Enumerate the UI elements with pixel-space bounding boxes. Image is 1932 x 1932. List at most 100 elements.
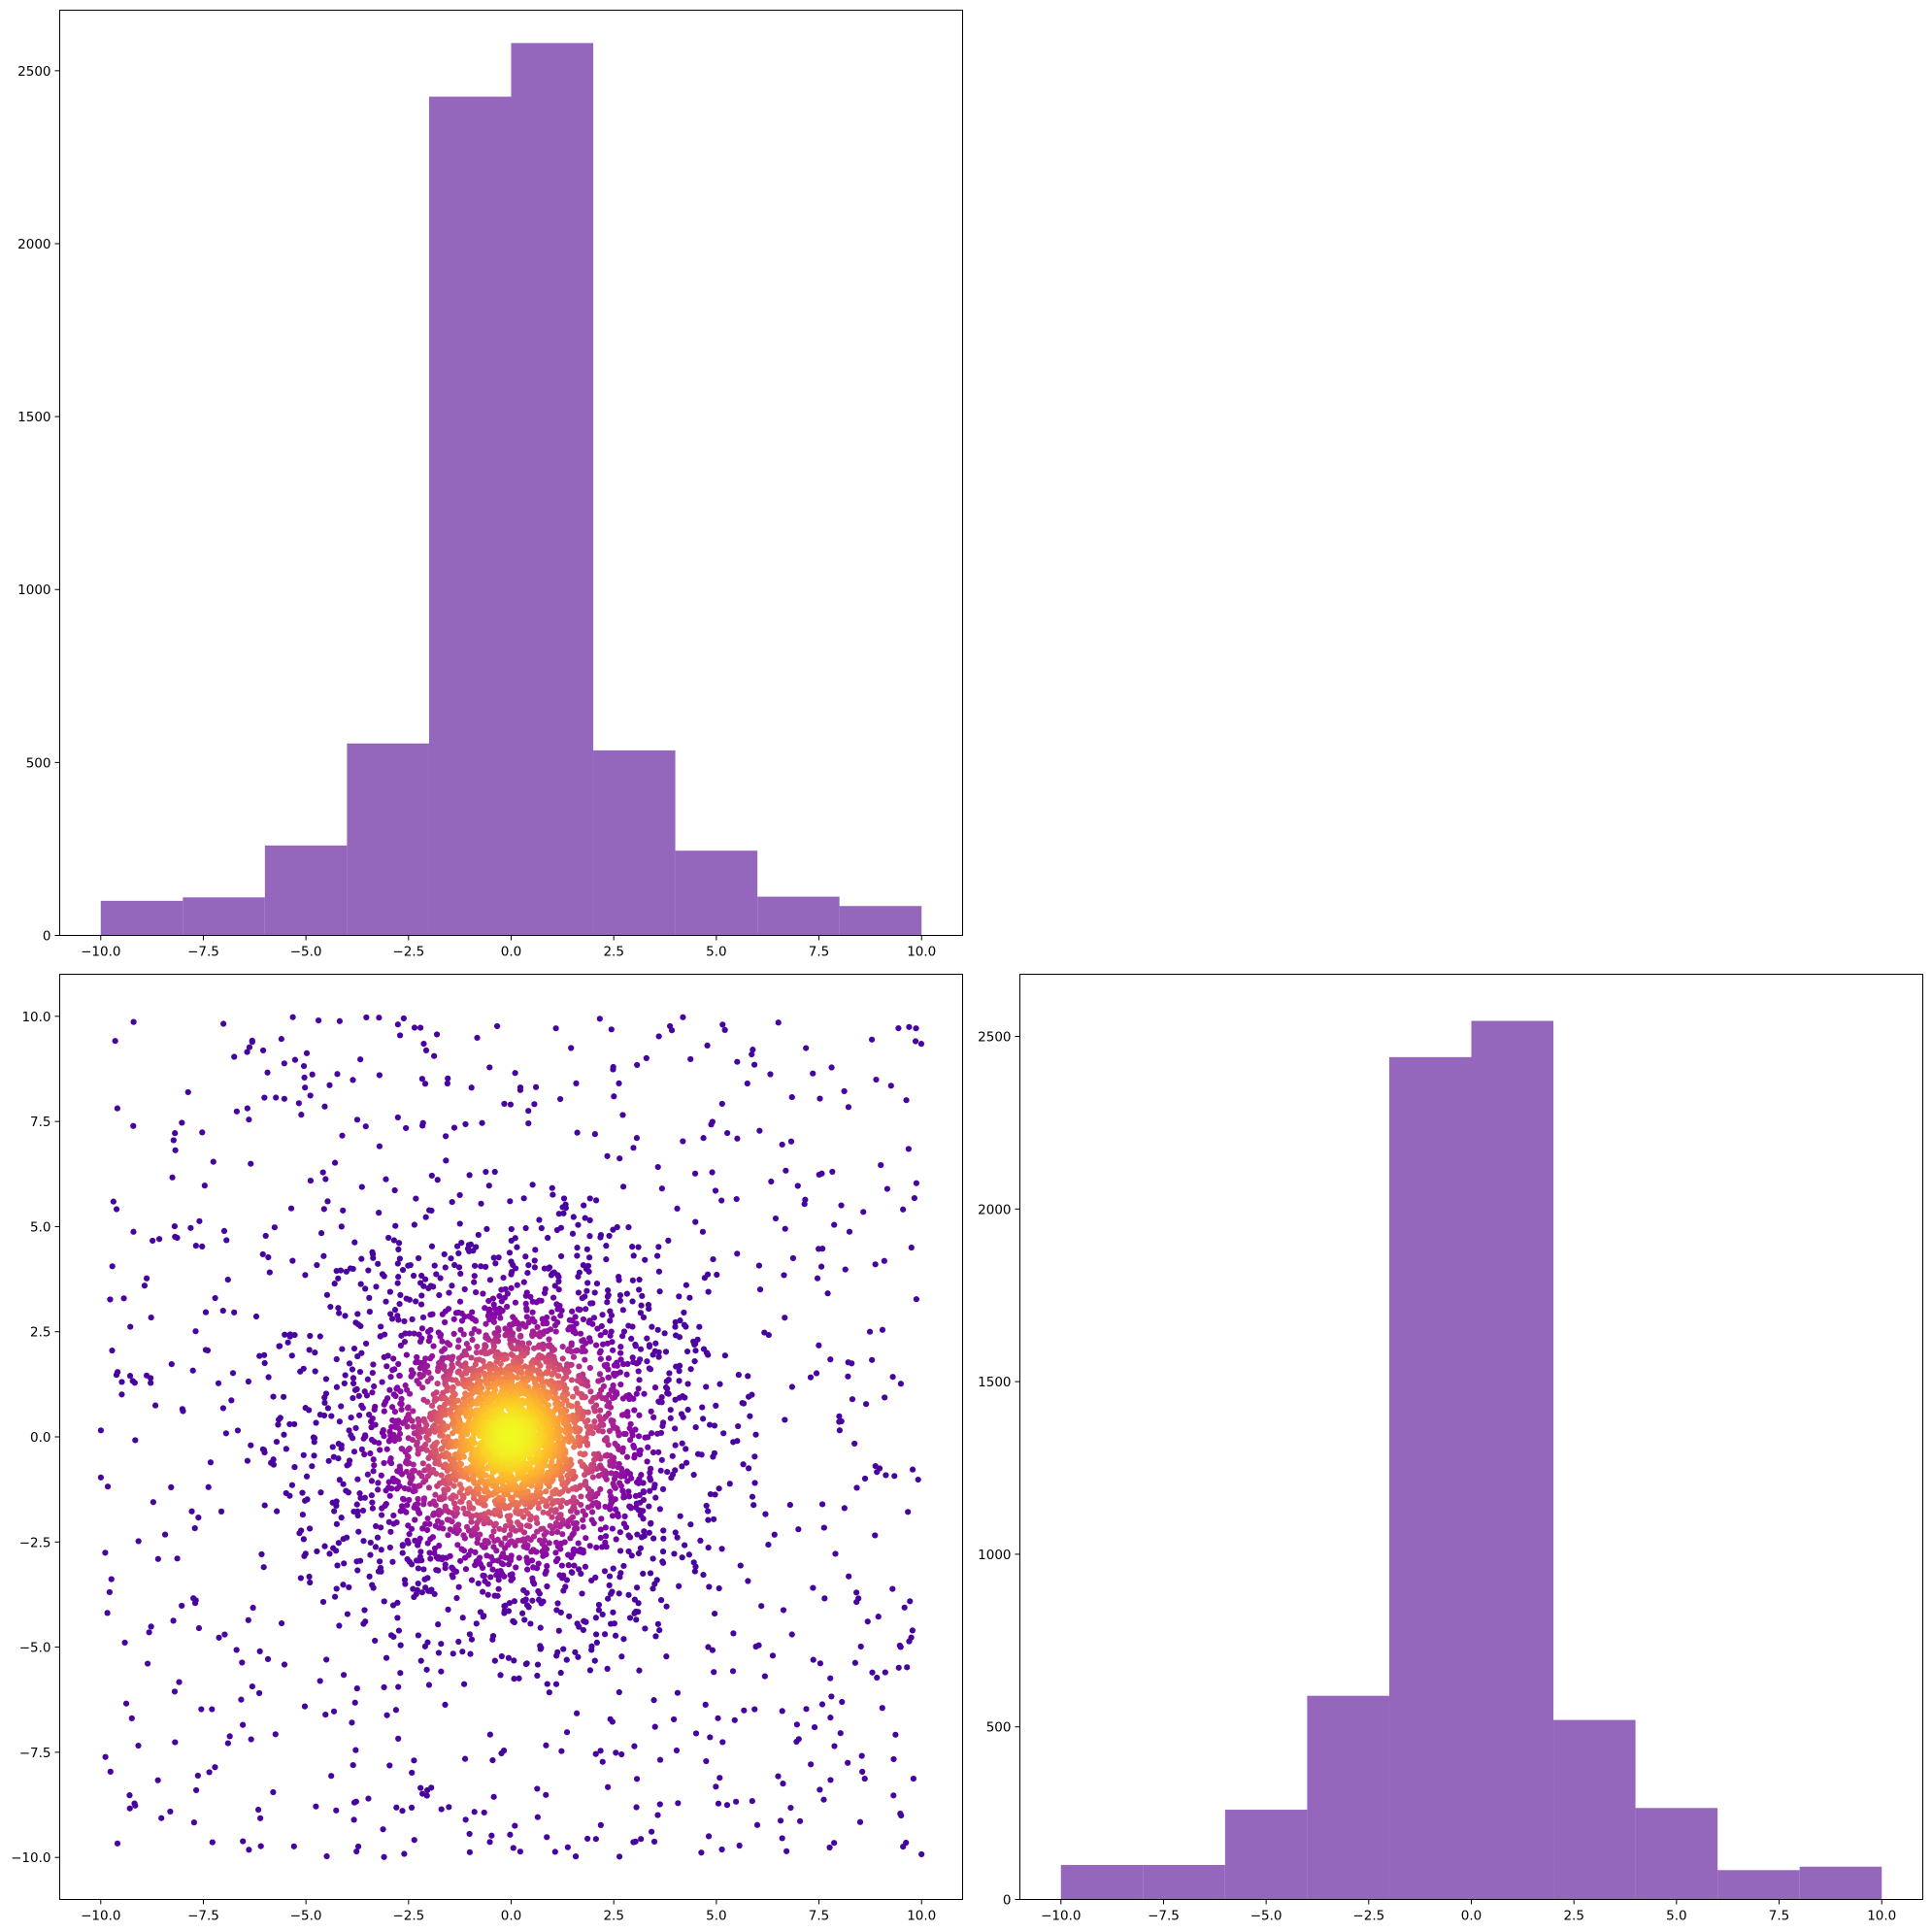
scatter-point [745,1578,751,1584]
scatter-point [512,1265,519,1272]
scatter-point [786,1501,793,1509]
scatter-point [176,1679,183,1685]
scatter-point [617,1381,624,1388]
scatter-point [656,1756,664,1763]
scatter-point [673,1363,680,1370]
scatter-point [402,1330,409,1337]
scatter-point [468,1577,476,1583]
scatter-point [618,1750,625,1758]
scatter-point [539,1316,546,1322]
scatter-point [501,1607,508,1615]
scatter-point [441,1250,448,1258]
scatter-point [433,1271,440,1278]
scatter-point [409,1417,416,1424]
scatter-point [519,1610,526,1616]
scatter-point [348,1414,354,1421]
scatter-point [148,1314,154,1321]
scatter-point [380,1826,386,1833]
scatter-point [350,1380,357,1387]
scatter-point [650,1535,657,1542]
scatter-points [97,1014,925,1860]
scatter-point [782,1315,788,1321]
scatter-point [780,1781,786,1787]
scatter-point [431,1510,438,1516]
scatter-point [507,1513,514,1519]
scatter-point [672,1318,679,1325]
scatter-point [387,1632,395,1639]
scatter-point [226,1733,233,1740]
histogram-bar [347,743,429,936]
scatter-point [419,1790,426,1797]
scatter-point [476,1328,483,1335]
scatter-point [517,1358,524,1365]
scatter-point [495,1254,502,1261]
scatter-point [381,1598,387,1605]
scatter-point [820,1796,827,1803]
scatter-point [494,1557,501,1564]
scatter-point [781,1272,787,1279]
scatter-point [647,1487,653,1494]
scatter-point [602,1362,609,1370]
scatter-point [155,1236,163,1243]
scatter-point [626,1493,633,1500]
scatter-point [115,1369,121,1376]
scatter-point [499,1550,507,1557]
scatter-point [497,1360,504,1368]
scatter-point [471,1809,478,1815]
scatter-point [515,1537,521,1544]
scatter-point [528,1557,536,1564]
scatter-point [579,1338,585,1345]
scatter-point [592,1631,600,1638]
scatter-point [576,1363,583,1370]
scatter-point [891,1473,898,1480]
scatter-point [545,1470,551,1477]
scatter-point [330,1708,338,1715]
scatter-point [828,1064,835,1071]
scatter-bottom-left-panel: −10.0 −7.5 −5.0 −2.5 0.0 2.5 5.0 7.5 10.0−10.0−7… [11,974,963,1924]
scatter-point [859,1768,866,1776]
scatter-point [399,1266,407,1274]
scatter-point [335,1455,342,1462]
scatter-point [322,1390,330,1397]
scatter-point [601,1437,609,1444]
scatter-point [248,1736,254,1743]
scatter-point [577,1458,584,1465]
scatter-point [490,1254,497,1261]
scatter-point [836,1418,843,1425]
scatter-point [755,1262,763,1269]
scatter-point [628,1335,635,1342]
scatter-point [570,1520,578,1527]
scatter-point [357,1281,364,1287]
scatter-point [565,1326,572,1333]
scatter-point [336,1622,343,1629]
scatter-point [619,1487,626,1494]
scatter-point [106,1588,113,1596]
scatter-point [634,1584,641,1591]
scatter-point [187,1224,194,1231]
scatter-point [531,1345,538,1351]
scatter-point [498,1652,505,1660]
x-tick-label: −7.5 [187,945,219,960]
scatter-point [530,1564,537,1571]
scatter-point [529,1182,536,1188]
scatter-point [323,1852,330,1860]
scatter-point [378,1472,384,1479]
scatter-point [370,1456,377,1463]
scatter-point [189,1367,196,1374]
scatter-point [418,1292,425,1299]
scatter-point [913,1180,920,1186]
scatter-point [629,1298,636,1305]
scatter-point [602,1503,609,1511]
scatter-point [690,1471,697,1479]
scatter-point [591,1131,598,1138]
scatter-point [597,1526,604,1533]
scatter-point [694,1450,702,1457]
scatter-point [426,1549,433,1556]
scatter-point [195,1624,203,1632]
scatter-point [827,1777,834,1783]
scatter-point [510,1352,516,1359]
scatter-point [603,1256,610,1263]
scatter-point [700,1416,707,1422]
scatter-point [621,1513,628,1519]
scatter-point [171,1688,179,1695]
